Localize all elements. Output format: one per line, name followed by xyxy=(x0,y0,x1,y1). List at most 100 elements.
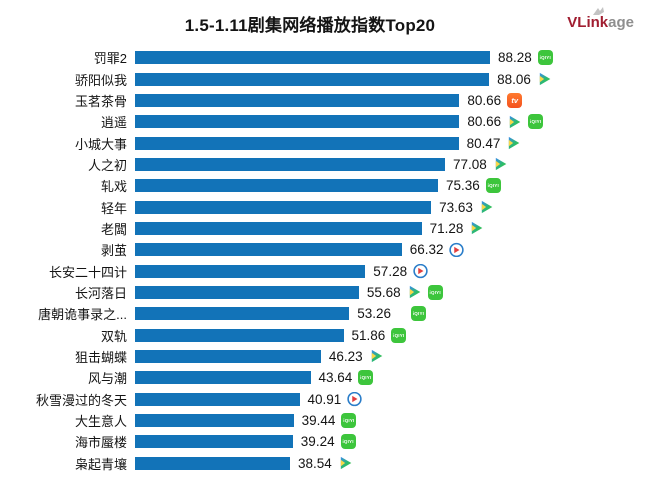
index-bar xyxy=(135,307,350,321)
series-label: 唐朝诡事录之... xyxy=(38,307,127,323)
iqiyi-icon: iQIYI xyxy=(391,327,407,343)
youku-icon xyxy=(413,263,428,279)
index-value: 75.36 xyxy=(446,178,480,194)
series-label: 枭起青壤 xyxy=(74,456,127,472)
index-bar xyxy=(135,51,490,65)
chart-row: 罚罪2 88.28 iQIYI xyxy=(10,47,553,68)
index-bar xyxy=(135,200,432,214)
series-label: 剥茧 xyxy=(100,243,127,259)
logo-text-primary: VLink xyxy=(567,14,609,31)
iqiyi-icon: iQIYI xyxy=(358,370,374,386)
chart-title: 1.5-1.11剧集网络播放指数Top20 xyxy=(184,16,436,35)
index-value: 73.63 xyxy=(439,199,473,215)
chart-row: 小城大事 80.47 xyxy=(10,132,553,153)
index-value: 46.23 xyxy=(328,348,363,364)
index-bar xyxy=(135,93,460,107)
index-bar xyxy=(135,157,445,171)
iqiyi-icon: iQIYI xyxy=(340,434,356,450)
index-bar xyxy=(135,349,321,363)
series-label: 大生意人 xyxy=(74,414,127,430)
index-value: 80.66 xyxy=(467,92,502,108)
index-value: 51.86 xyxy=(351,327,386,343)
chart-row: 风与潮 43.64 iQIYI xyxy=(10,367,553,388)
series-label: 风与潮 xyxy=(87,371,127,387)
iqiyi-icon: iQIYI xyxy=(537,50,553,66)
iqiyi-icon: iQIYI xyxy=(410,306,426,322)
series-label: 逍遥 xyxy=(100,115,127,131)
index-bar xyxy=(135,285,359,299)
index-bar xyxy=(135,414,294,428)
index-bar xyxy=(135,392,300,406)
index-bar xyxy=(135,136,459,150)
index-value: 57.28 xyxy=(373,263,408,279)
index-value: 38.54 xyxy=(298,455,332,471)
youku-icon xyxy=(347,391,362,407)
chart-row: 人之初 77.08 xyxy=(10,154,553,175)
chart-row: 狙击蝴蝶 46.23 xyxy=(10,346,553,367)
series-label: 轧戏 xyxy=(100,179,127,195)
chart-row: 玉茗茶骨 80.66 tv xyxy=(10,90,553,111)
index-value: 71.28 xyxy=(429,220,464,236)
iqiyi-icon: iQIYI xyxy=(427,284,443,300)
chart-row: 骄阳似我 88.06 xyxy=(10,68,553,89)
tencent-icon xyxy=(469,221,484,236)
series-label: 玉茗茶骨 xyxy=(74,93,127,109)
index-value: 39.44 xyxy=(301,413,336,429)
series-label: 人之初 xyxy=(87,157,127,173)
tencent-icon xyxy=(338,456,353,471)
chart-row: 轧戏 75.36 iQIYI xyxy=(10,175,553,196)
tencent-icon xyxy=(407,285,422,300)
series-label: 老闆 xyxy=(100,221,127,237)
chart-row: 秋雪漫过的冬天 40.91 xyxy=(10,389,553,410)
index-bar xyxy=(135,179,438,193)
series-label: 骄阳似我 xyxy=(74,72,127,88)
chart-row: 大生意人 39.44 iQIYI xyxy=(10,410,553,431)
index-value: 39.24 xyxy=(300,434,335,450)
tencent-icon xyxy=(507,114,522,129)
vlinkage-logo: VLinkage xyxy=(567,7,634,31)
index-value: 43.64 xyxy=(318,370,353,386)
index-bar xyxy=(135,115,460,129)
index-bar xyxy=(135,435,293,449)
index-value: 55.68 xyxy=(366,284,401,300)
youku-icon xyxy=(449,242,465,257)
index-value: 88.28 xyxy=(498,50,532,66)
series-label: 狙击蝴蝶 xyxy=(74,349,127,365)
index-value: 53.26 xyxy=(357,306,391,322)
index-bar xyxy=(135,243,402,257)
crane-icon xyxy=(593,7,605,15)
index-bar xyxy=(135,371,311,385)
logo-text-secondary: age xyxy=(608,14,634,31)
series-label: 罚罪2 xyxy=(93,51,127,67)
series-label: 双轨 xyxy=(100,328,127,344)
index-value: 77.08 xyxy=(453,156,487,172)
iqiyi-icon: iQIYI xyxy=(341,413,357,429)
tencent-icon xyxy=(537,72,552,87)
index-value: 66.32 xyxy=(409,242,444,258)
tencent-icon xyxy=(506,136,521,151)
series-label: 秋雪漫过的冬天 xyxy=(35,392,127,408)
bar-chart: 罚罪2 88.28 iQIYI 骄阳似我 88.06 玉茗茶骨 80.66 tv 逍遥 80.66… xyxy=(10,47,553,474)
index-value: 80.47 xyxy=(466,135,501,151)
index-bar xyxy=(135,264,366,278)
chart-row: 双轨 51.86 iQIYI xyxy=(10,324,553,345)
chart-row: 海市蜃楼 39.24 iQIYI xyxy=(10,431,553,452)
series-label: 长河落日 xyxy=(74,285,127,301)
chart-row: 长河落日 55.68 iQIYI xyxy=(10,282,553,303)
index-value: 40.91 xyxy=(307,391,342,407)
index-bar xyxy=(135,72,490,86)
iqiyi-icon: iQIYI xyxy=(485,178,501,194)
index-bar xyxy=(135,456,290,470)
chart-row: 枭起青壤 38.54 xyxy=(10,453,553,474)
index-bar xyxy=(135,328,344,342)
index-bar xyxy=(135,221,422,235)
chart-row: 唐朝诡事录之... 53.26 iQIYI xyxy=(10,303,553,324)
index-value: 88.06 xyxy=(497,71,531,87)
chart-row: 长安二十四计 57.28 xyxy=(10,260,553,281)
series-label: 轻年 xyxy=(100,200,127,216)
tencent-icon xyxy=(479,200,494,215)
tencent-icon xyxy=(493,157,508,172)
series-label: 小城大事 xyxy=(74,136,127,152)
series-label: 海市蜃楼 xyxy=(74,435,127,451)
chart-row: 轻年 73.63 xyxy=(10,196,553,217)
